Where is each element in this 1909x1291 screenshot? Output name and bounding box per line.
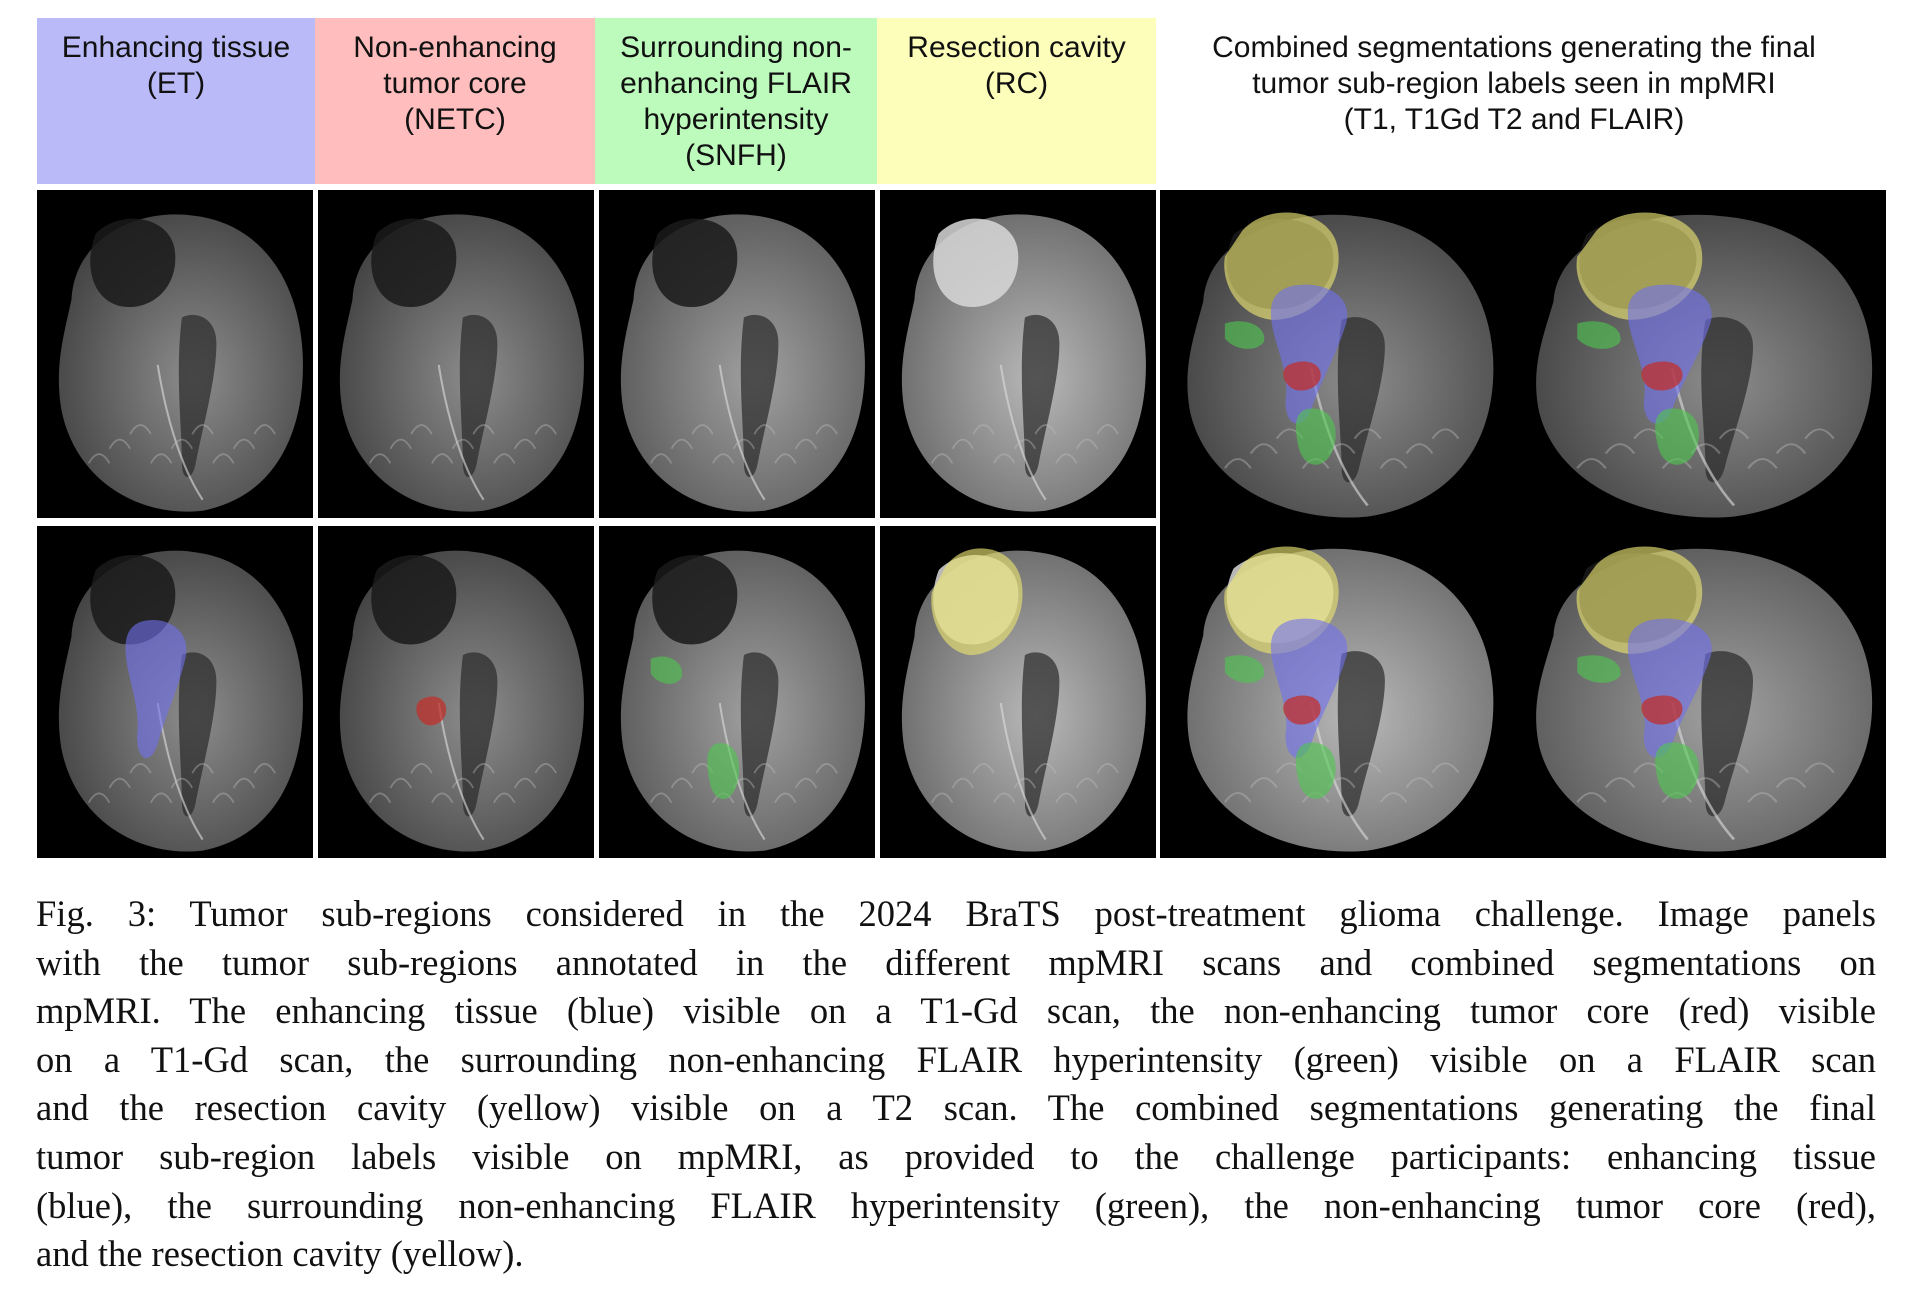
header-line: hyperintensity <box>643 103 829 136</box>
header-line: (SNFH) <box>685 139 787 172</box>
header-line: enhancing FLAIR <box>620 67 852 100</box>
header-line: (NETC) <box>404 103 506 136</box>
header-snfh: Surrounding non- enhancing FLAIR hyperin… <box>595 18 877 184</box>
mri-slice-image <box>318 526 594 858</box>
header-line: Surrounding non- <box>620 31 852 64</box>
header-enhancing-tissue: Enhancing tissue (ET) <box>37 18 315 184</box>
overlay-snfh <box>1577 655 1699 799</box>
header-combined-segmentations: Combined segmentations generating the fi… <box>1156 18 1872 184</box>
mri-panel-rc-t2 <box>880 190 1156 518</box>
mri-panel-snfh-flair <box>599 190 875 518</box>
header-line: tumor core <box>383 67 527 100</box>
header-line: tumor sub-region labels seen in mpMRI <box>1252 67 1776 100</box>
caption-line: and the resection cavity (yellow). <box>36 1233 524 1275</box>
caption-line: with the tumor sub-regions annotated in … <box>36 941 1876 983</box>
mri-panel-netc-overlay <box>318 526 594 858</box>
mri-slice-image <box>37 526 313 858</box>
mri-slice-image <box>1506 190 1886 524</box>
overlay-snfh <box>1224 321 1336 465</box>
header-line: Enhancing tissue <box>61 31 291 64</box>
mri-slice-image <box>1160 524 1506 858</box>
mri-slice-image <box>1160 190 1506 524</box>
mri-panel-netc-t1gd <box>318 190 594 518</box>
mri-panel-combined-flair <box>1506 524 1886 858</box>
mri-panel-snfh-overlay <box>599 526 875 858</box>
overlay-non-enhancing-tumor-core <box>1641 695 1683 725</box>
header-line: (ET) <box>146 67 206 100</box>
overlay-enhancing-tissue <box>1270 284 1348 424</box>
header-non-enhancing-tumor-core: Non-enhancing tumor core (NETC) <box>315 18 595 184</box>
overlay-snfh <box>650 656 740 800</box>
figure-caption: Fig. 3: Tumor sub-regions considered in … <box>36 890 1876 1279</box>
caption-line: mpMRI. The enhancing tissue (blue) visib… <box>36 990 1876 1032</box>
mri-panel-et-overlay <box>37 526 313 858</box>
overlay-snfh <box>1577 321 1699 465</box>
mri-slice-image <box>880 190 1156 518</box>
overlay-non-enhancing-tumor-core <box>1283 361 1321 391</box>
overlay-enhancing-tissue <box>125 620 187 759</box>
mri-slice-image <box>318 190 594 518</box>
mri-slice-image <box>37 190 313 518</box>
caption-line: on a T1-Gd scan, the surrounding non-enh… <box>36 1038 1876 1080</box>
overlay-enhancing-tissue <box>1627 618 1712 758</box>
overlay-non-enhancing-tumor-core <box>1283 695 1321 725</box>
overlay-enhancing-tissue <box>1627 284 1712 424</box>
caption-line: (blue), the surrounding non-enhancing FL… <box>36 1184 1876 1226</box>
header-line: (RC) <box>984 67 1049 100</box>
overlay-snfh <box>1224 655 1336 799</box>
mri-panel-et-t1gd <box>37 190 313 518</box>
mri-slice-image <box>1506 524 1886 858</box>
header-line: Non-enhancing <box>353 31 557 64</box>
mri-slice-image <box>599 190 875 518</box>
overlay-enhancing-tissue <box>1270 618 1348 758</box>
overlay-non-enhancing-tumor-core <box>1641 361 1683 391</box>
header-line: Combined segmentations generating the fi… <box>1212 31 1816 64</box>
figure: Enhancing tissue (ET) Non-enhancing tumo… <box>37 18 1886 858</box>
overlay-non-enhancing-tumor-core <box>416 696 447 726</box>
mri-slice-image <box>880 526 1156 858</box>
mri-panel-combined-t1gd <box>1506 190 1886 524</box>
mri-slice-image <box>599 526 875 858</box>
caption-line: Fig. 3: Tumor sub-regions considered in … <box>36 893 1876 934</box>
mri-panel-combined-t2 <box>1160 524 1506 858</box>
caption-line: and the resection cavity (yellow) visibl… <box>36 1087 1876 1129</box>
overlay-resection-cavity <box>931 548 1023 656</box>
mri-panel-rc-overlay <box>880 526 1156 858</box>
header-line: (T1, T1Gd T2 and FLAIR) <box>1343 103 1685 136</box>
header-line: Resection cavity <box>907 31 1126 64</box>
header-resection-cavity: Resection cavity (RC) <box>877 18 1156 184</box>
mri-panel-combined-t1 <box>1160 190 1506 524</box>
caption-line: tumor sub-region labels visible on mpMRI… <box>36 1135 1876 1177</box>
